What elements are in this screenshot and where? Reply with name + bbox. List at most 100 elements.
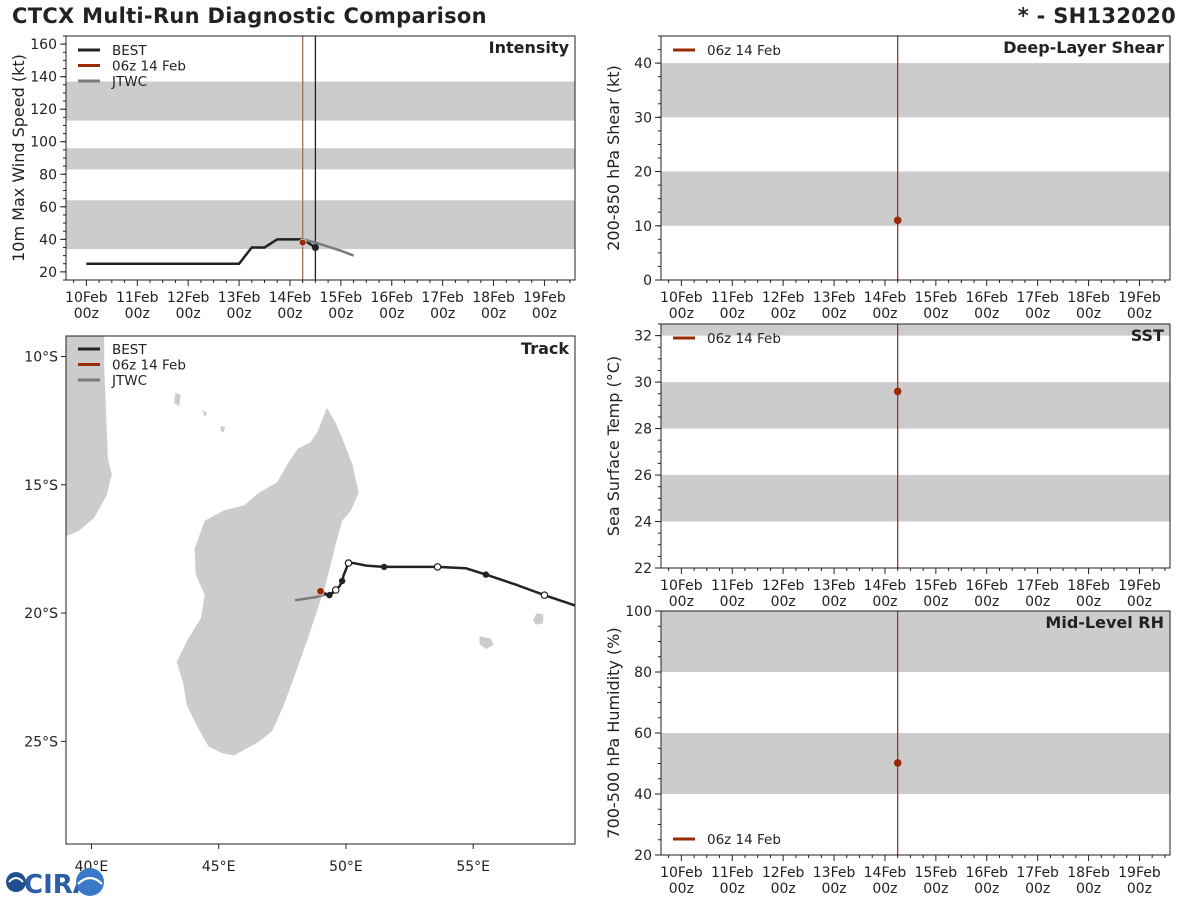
comoros-island	[174, 392, 181, 407]
x-tick-label: 00z	[821, 594, 846, 610]
x-tick-label: 11Feb	[711, 578, 754, 594]
legend-label: 06z 14 Feb	[112, 358, 186, 374]
x-tick-label: 00z	[974, 881, 999, 897]
y-tick-label: 22	[634, 561, 652, 577]
legend-label: JTWC	[111, 373, 147, 389]
x-tick-label: 16Feb	[965, 865, 1008, 881]
y-tick-label: 25°S	[24, 734, 58, 750]
legend-label: JTWC	[111, 74, 147, 90]
best-track-point-open	[433, 563, 442, 571]
x-tick-label: 10Feb	[660, 578, 703, 594]
x-tick-label: 19Feb	[1118, 290, 1161, 306]
cira-logo-swoosh	[8, 877, 24, 883]
y-tick-label: 40	[39, 232, 57, 248]
axes-frame	[660, 35, 1171, 281]
x-tick-label: 18Feb	[1067, 578, 1110, 594]
y-tick-label: 24	[634, 515, 652, 531]
y-tick-label: 32	[634, 329, 652, 345]
y-tick-label: 15°S	[24, 478, 58, 494]
x-tick-label: 00z	[821, 881, 846, 897]
x-tick-label: 18Feb	[1067, 865, 1110, 881]
x-tick-label: 00z	[1127, 306, 1152, 322]
x-tick-label: 00z	[669, 306, 694, 322]
x-tick-label: 00z	[974, 306, 999, 322]
cira-logo-globe	[6, 872, 26, 892]
rh-panel: 10Feb00z11Feb00z12Feb00z13Feb00z14Feb00z…	[604, 604, 1171, 897]
x-tick-label: 18Feb	[1067, 290, 1110, 306]
x-tick-label: 00z	[277, 306, 302, 322]
x-tick-label: 00z	[669, 594, 694, 610]
y-axis-label: Sea Surface Temp (°C)	[604, 356, 623, 536]
x-tick-label: 19Feb	[1118, 865, 1161, 881]
tracks-layer	[294, 559, 575, 607]
x-tick-label: 00z	[532, 306, 557, 322]
sst-panel: 10Feb00z11Feb00z12Feb00z13Feb00z14Feb00z…	[604, 323, 1171, 610]
x-tick-label: 17Feb	[1016, 865, 1059, 881]
x-tick-label: 55°E	[456, 859, 490, 875]
x-tick-label: 12Feb	[762, 290, 805, 306]
legend-label: 06z 14 Feb	[112, 59, 186, 75]
x-tick-label: 00z	[872, 594, 897, 610]
x-tick-label: 00z	[923, 594, 948, 610]
x-tick-label: 11Feb	[711, 290, 754, 306]
x-tick-label: 00z	[1076, 306, 1101, 322]
x-tick-label: 00z	[74, 306, 99, 322]
x-tick-label: 00z	[1025, 881, 1050, 897]
panel-title: Mid-Level RH	[1045, 613, 1164, 632]
y-tick-label: 0	[643, 273, 652, 289]
rh-band	[661, 611, 1170, 672]
x-tick-label: 00z	[821, 306, 846, 322]
y-axis-label: 10m Max Wind Speed (kt)	[9, 54, 28, 262]
x-tick-label: 00z	[720, 881, 745, 897]
shear-band	[661, 63, 1170, 118]
y-tick-label: 80	[634, 665, 652, 681]
x-tick-label: 14Feb	[864, 290, 907, 306]
legend-label: 06z 14 Feb	[707, 832, 781, 848]
x-tick-label: 15Feb	[915, 290, 958, 306]
x-tick-label: 10Feb	[660, 290, 703, 306]
x-tick-label: 12Feb	[167, 290, 210, 306]
run-point	[298, 238, 307, 247]
x-tick-label: 00z	[1076, 881, 1101, 897]
x-tick-label: 15Feb	[915, 865, 958, 881]
x-tick-label: 10Feb	[660, 865, 703, 881]
x-tick-label: 16Feb	[965, 578, 1008, 594]
cira-logo-emblem-swoosh	[77, 876, 103, 885]
x-tick-label: 14Feb	[864, 578, 907, 594]
best-track-point-open	[331, 586, 340, 594]
x-tick-label: 15Feb	[915, 578, 958, 594]
y-axis-label: 700-500 hPa Humidity (%)	[604, 627, 623, 838]
x-tick-label: 16Feb	[370, 290, 413, 306]
y-tick-label: 28	[634, 422, 652, 438]
x-tick-label: 13Feb	[218, 290, 261, 306]
y-tick-label: 30	[634, 375, 652, 391]
y-tick-label: 20°S	[24, 606, 58, 622]
x-tick-label: 14Feb	[269, 290, 312, 306]
x-tick-label: 00z	[872, 881, 897, 897]
intensity-panel: 10Feb00z11Feb00z12Feb00z13Feb00z14Feb00z…	[9, 35, 576, 322]
y-tick-label: 20	[634, 848, 652, 864]
rh-band	[661, 733, 1170, 794]
jtwc-series-line	[302, 238, 355, 257]
shear-panel: 10Feb00z11Feb00z12Feb00z13Feb00z14Feb00z…	[604, 35, 1171, 322]
x-tick-label: 45°E	[202, 859, 236, 875]
x-tick-label: 00z	[872, 306, 897, 322]
x-tick-label: 17Feb	[421, 290, 464, 306]
anjouan-island	[202, 410, 208, 417]
x-tick-label: 13Feb	[813, 865, 856, 881]
best-track-line	[321, 561, 575, 607]
mayotte-island	[219, 425, 226, 433]
x-tick-label: 00z	[328, 306, 353, 322]
best-track-point	[380, 563, 388, 571]
run-point	[893, 216, 902, 225]
y-tick-label: 100	[30, 135, 57, 151]
y-tick-label: 60	[634, 726, 652, 742]
y-tick-label: 100	[625, 604, 652, 620]
x-tick-label: 00z	[1025, 594, 1050, 610]
x-tick-label: 00z	[125, 306, 150, 322]
x-tick-label: 00z	[1025, 306, 1050, 322]
africa-coast-land	[66, 336, 112, 537]
panel-title: Deep-Layer Shear	[1003, 38, 1164, 57]
x-tick-label: 17Feb	[1016, 290, 1059, 306]
madagascar-land	[176, 407, 359, 756]
